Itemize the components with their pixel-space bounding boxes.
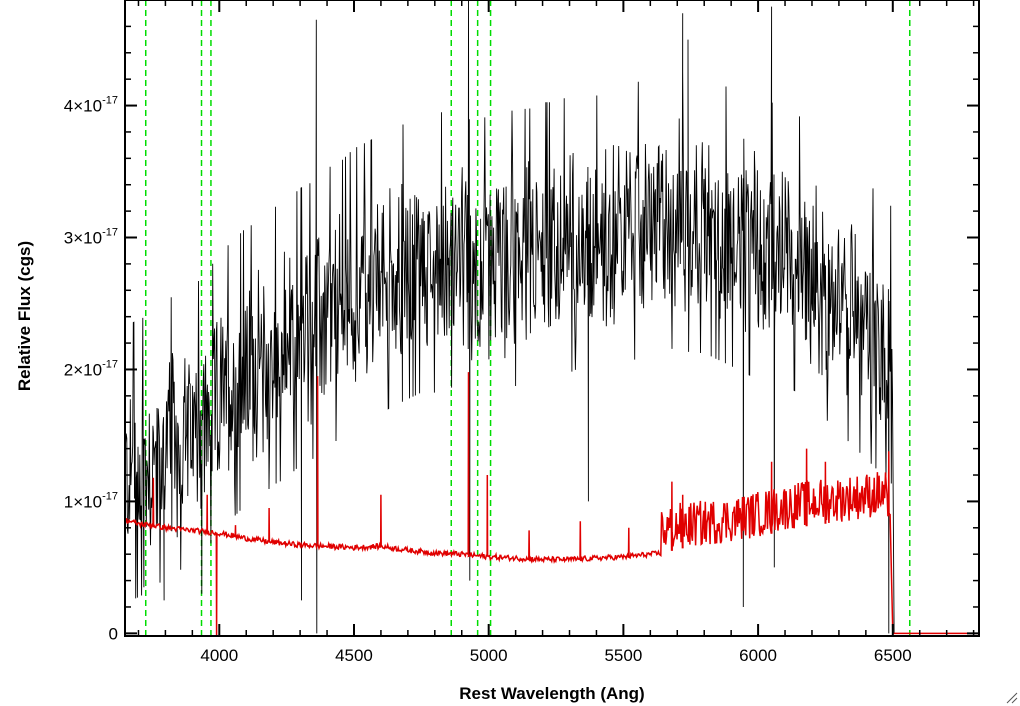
resize-grip-icon[interactable] [1004, 690, 1018, 704]
tick-labels: 4000 4500 5000 5500 6000 6500 0 1×10-17 2×10-17 3… [64, 95, 912, 665]
plot-frame [124, 0, 980, 637]
y-tick-label: 2×10-17 [64, 358, 118, 379]
x-tick-label: 6500 [874, 646, 912, 665]
y-tick-label: 4×10-17 [64, 95, 118, 116]
x-tick-label: 6000 [739, 646, 777, 665]
y-tick-label: 3×10-17 [64, 227, 118, 248]
spectrum-line [125, 0, 895, 634]
error-spectrum-line [125, 372, 979, 636]
x-tick-label: 4500 [335, 646, 373, 665]
x-tick-label: 4000 [200, 646, 238, 665]
x-axis-title: Rest Wavelength (Ang) [459, 684, 644, 703]
y-tick-label: 1×10-17 [64, 490, 118, 511]
axes [124, 0, 980, 637]
x-tick-label: 5500 [604, 646, 642, 665]
y-tick-label: 0 [109, 624, 118, 643]
series-layer [125, 0, 979, 636]
x-tick-label: 5000 [470, 646, 508, 665]
y-axis-title: Relative Flux (cgs) [15, 241, 34, 391]
